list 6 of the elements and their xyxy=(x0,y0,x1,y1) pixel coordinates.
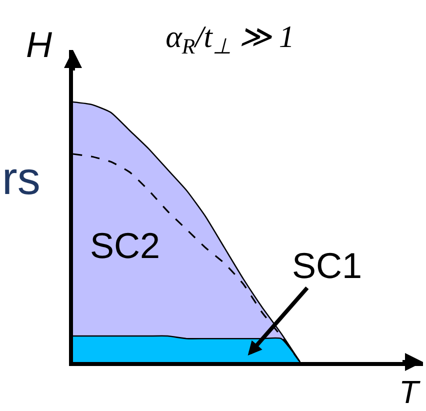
series-label: SC2 xyxy=(90,225,160,266)
x-axis-title: T xyxy=(399,374,421,410)
y-axis-title: H xyxy=(26,24,53,65)
chart-title: α$_{R}$/t$_{⊥}$ ≫ 1 xyxy=(166,18,294,58)
series-label: SC1 xyxy=(292,245,362,286)
text: rs xyxy=(2,152,40,204)
